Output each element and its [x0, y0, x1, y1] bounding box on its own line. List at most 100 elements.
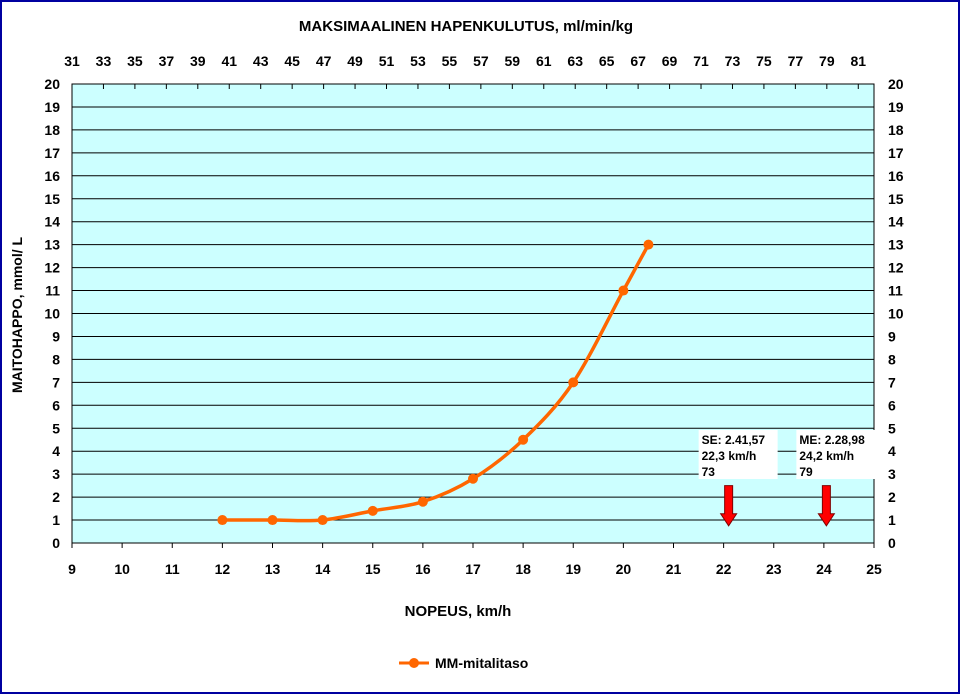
x-tick-label: 14	[315, 561, 331, 577]
y-tick-label-left: 14	[44, 214, 60, 230]
y-tick-label-right: 9	[888, 328, 896, 344]
y-tick-label-left: 16	[44, 168, 60, 184]
y-tick-label-right: 0	[888, 535, 896, 551]
data-point	[317, 515, 328, 526]
x-tick-label: 25	[866, 561, 882, 577]
top-tick-label: 79	[819, 53, 835, 69]
y-tick-label-left: 20	[44, 76, 60, 92]
y-tick-label-right: 18	[888, 122, 904, 138]
y-tick-label-left: 8	[52, 351, 60, 367]
data-point	[468, 473, 478, 484]
data-point	[518, 434, 529, 445]
y-tick-label-left: 6	[52, 397, 60, 413]
x-tick-label: 20	[616, 561, 632, 577]
top-tick-label: 75	[756, 53, 772, 69]
y-tick-label-right: 16	[888, 168, 904, 184]
top-tick-label: 55	[442, 53, 458, 69]
top-tick-label: 81	[850, 53, 866, 69]
y-tick-label-right: 13	[888, 237, 904, 253]
y-tick-label-right: 19	[888, 99, 904, 115]
series-line	[222, 243, 650, 523]
top-tick-label: 67	[630, 53, 646, 69]
y-tick-label-right: 3	[888, 466, 896, 482]
x-tick-label: 19	[565, 561, 581, 577]
y-tick-label-left: 15	[44, 191, 60, 207]
data-point	[643, 239, 654, 250]
top-tick-label: 45	[284, 53, 300, 69]
y-tick-label-right: 6	[888, 397, 896, 413]
annotation-text: ME: 2.28,98	[799, 433, 865, 447]
y-tick-label-right: 5	[888, 420, 896, 436]
y-tick-label-left: 5	[52, 420, 60, 436]
top-tick-label: 35	[127, 53, 143, 69]
top-tick-label: 73	[725, 53, 741, 69]
y-tick-label-left: 19	[44, 99, 60, 115]
top-tick-label: 71	[693, 53, 709, 69]
y-tick-label-left: 9	[52, 328, 60, 344]
legend: MM-mitalitaso	[399, 655, 528, 671]
y-tick-label-left: 4	[52, 443, 60, 459]
annotation-text: 22,3 km/h	[702, 449, 757, 463]
x-tick-label: 13	[265, 561, 281, 577]
top-tick-label: 37	[159, 53, 175, 69]
legend-label: MM-mitalitaso	[435, 655, 528, 671]
top-tick-label: 39	[190, 53, 206, 69]
annotation-text: SE: 2.41,57	[702, 433, 766, 447]
y-tick-label-right: 12	[888, 260, 904, 276]
y-tick-label-right: 10	[888, 306, 904, 322]
top-tick-label: 43	[253, 53, 269, 69]
y-tick-label-right: 11	[888, 283, 903, 299]
top-tick-label: 57	[473, 53, 489, 69]
y-tick-label-right: 7	[888, 374, 896, 390]
top-tick-label: 69	[662, 53, 678, 69]
chart-title: MAKSIMAALINEN HAPENKULUTUS, ml/min/kg	[299, 18, 633, 35]
y-tick-label-right: 14	[888, 214, 904, 230]
y-tick-label-left: 18	[44, 122, 60, 138]
annotation-text: 79	[799, 465, 813, 479]
data-point	[568, 377, 579, 388]
data-point	[417, 496, 428, 507]
grid-lines	[71, 84, 875, 548]
annotation-box	[796, 430, 876, 479]
annotation-box	[698, 430, 778, 479]
down-arrow-icon	[817, 485, 836, 527]
y-tick-label-left: 13	[44, 237, 60, 253]
y-tick-label-left: 17	[44, 145, 60, 161]
y-tick-label-left: 1	[52, 512, 60, 528]
y-axis-label: MAITOHAPPO, mmol/ L	[9, 237, 25, 394]
annotations-layer: SE: 2.41,57 22,3 km/h 73 ME: 2.28,98 24,2 km…	[698, 430, 876, 527]
top-tick-label: 63	[567, 53, 583, 69]
x-tick-label: 22	[716, 561, 732, 577]
y-tick-label-left: 0	[52, 535, 60, 551]
top-tick-label: 65	[599, 53, 615, 69]
top-tick-label: 51	[379, 53, 395, 69]
top-tick-label: 41	[221, 53, 237, 69]
annotation-text: 73	[702, 465, 716, 479]
data-point	[367, 505, 378, 516]
top-tick-label: 77	[788, 53, 804, 69]
data-point	[267, 515, 278, 526]
x-tick-label: 24	[816, 561, 832, 577]
y-tick-label-left: 10	[44, 306, 60, 322]
legend-marker-icon	[409, 658, 419, 668]
down-arrow-icon	[719, 485, 738, 527]
x-tick-label: 10	[114, 561, 130, 577]
y-tick-label-right: 15	[888, 191, 904, 207]
x-axis-label: NOPEUS, km/h	[405, 603, 512, 620]
y-tick-label-right: 17	[888, 145, 904, 161]
x-tick-label: 12	[215, 561, 231, 577]
y-tick-label-right: 8	[888, 351, 896, 367]
y-tick-label-left: 2	[52, 489, 60, 505]
x-tick-label: 9	[68, 561, 76, 577]
y-tick-label-left: 7	[52, 374, 60, 390]
y-tick-label-right: 2	[888, 489, 896, 505]
x-tick-label: 17	[465, 561, 481, 577]
x-tick-label: 16	[415, 561, 431, 577]
x-tick-label: 23	[766, 561, 782, 577]
y-tick-label-right: 4	[888, 443, 896, 459]
data-point	[217, 515, 228, 526]
x-tick-label: 21	[666, 561, 682, 577]
